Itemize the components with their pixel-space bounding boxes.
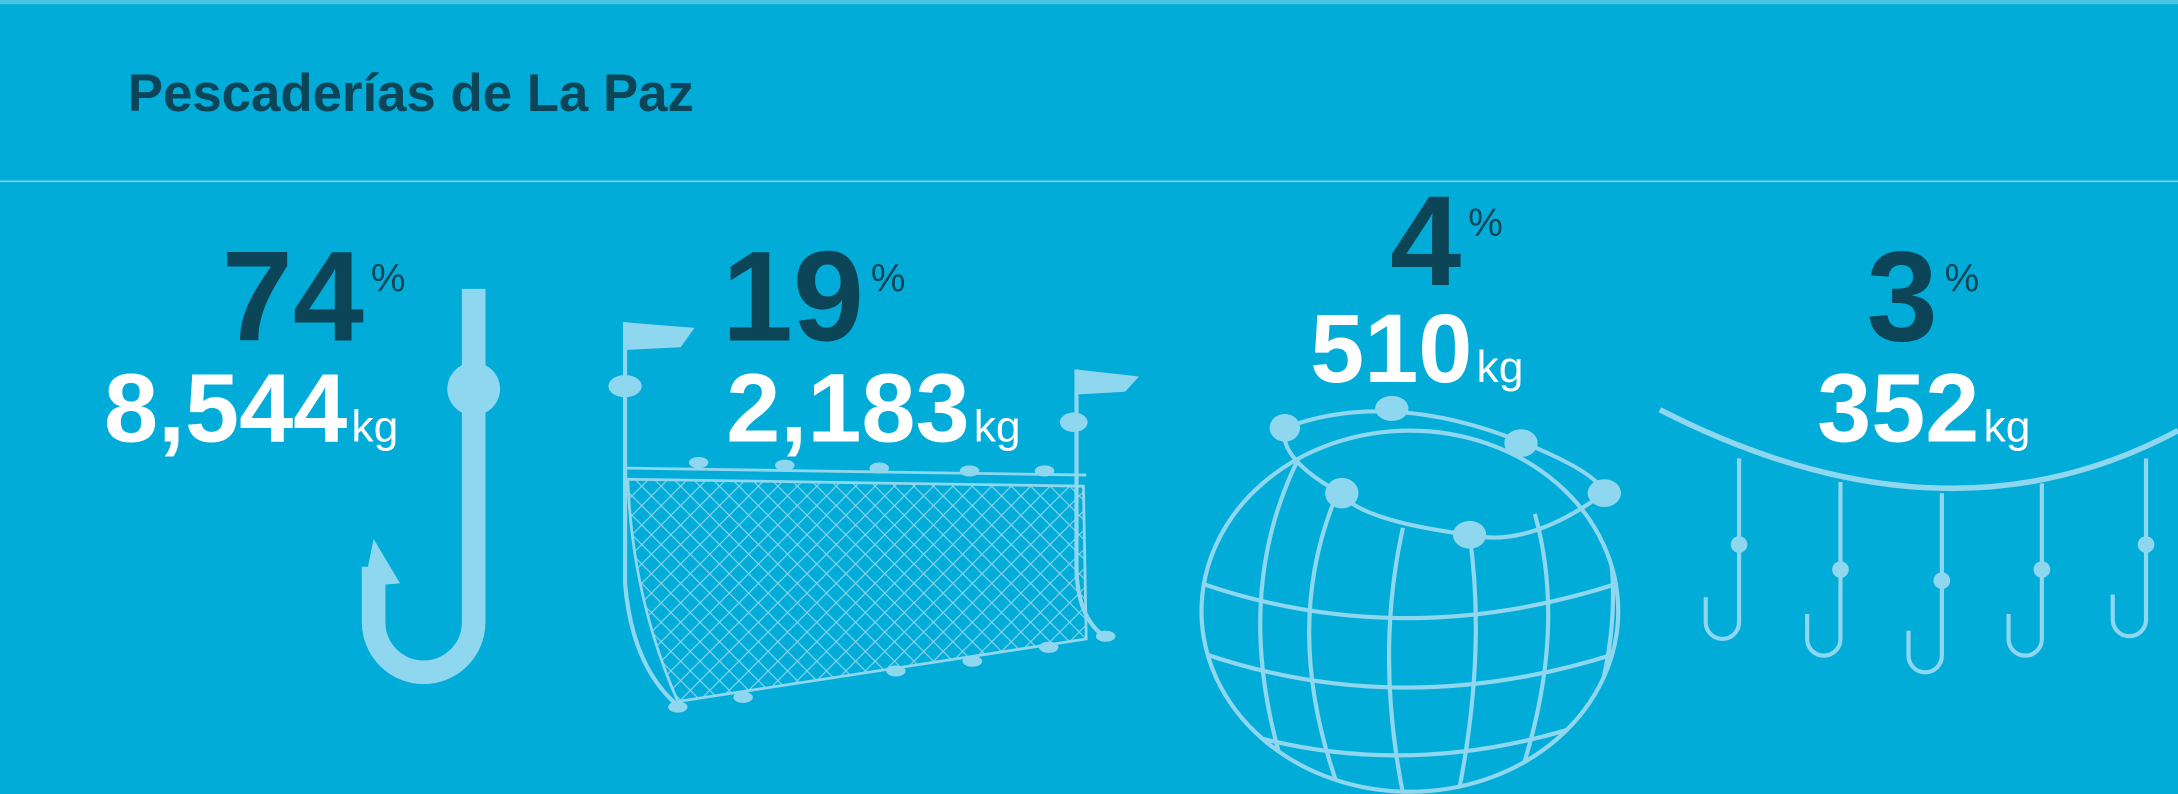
weight: 2,183 xyxy=(726,354,969,463)
weight-unit: kg xyxy=(1984,403,2031,452)
weight-unit: kg xyxy=(1477,343,1524,392)
percent: 4 xyxy=(1390,170,1461,313)
weight: 352 xyxy=(1817,354,1979,463)
top-strip xyxy=(0,0,2178,4)
weight-unit: kg xyxy=(974,403,1021,452)
title: Pescaderías de La Paz xyxy=(128,64,694,123)
percent-unit: % xyxy=(371,258,406,301)
percent-unit: % xyxy=(1945,258,1980,301)
percent: 19 xyxy=(722,225,864,368)
weight: 8,544 xyxy=(104,354,347,463)
percent: 3 xyxy=(1867,225,1938,368)
weight: 510 xyxy=(1310,294,1472,403)
percent-unit: % xyxy=(1468,202,1503,245)
weight-unit: kg xyxy=(351,403,398,452)
page: {"header": {"title": "Pescaderías de La … xyxy=(0,0,2178,794)
percent-unit: % xyxy=(871,258,906,301)
infographic: Pescaderías de La Paz xyxy=(0,0,2178,794)
percent: 74 xyxy=(222,225,364,368)
